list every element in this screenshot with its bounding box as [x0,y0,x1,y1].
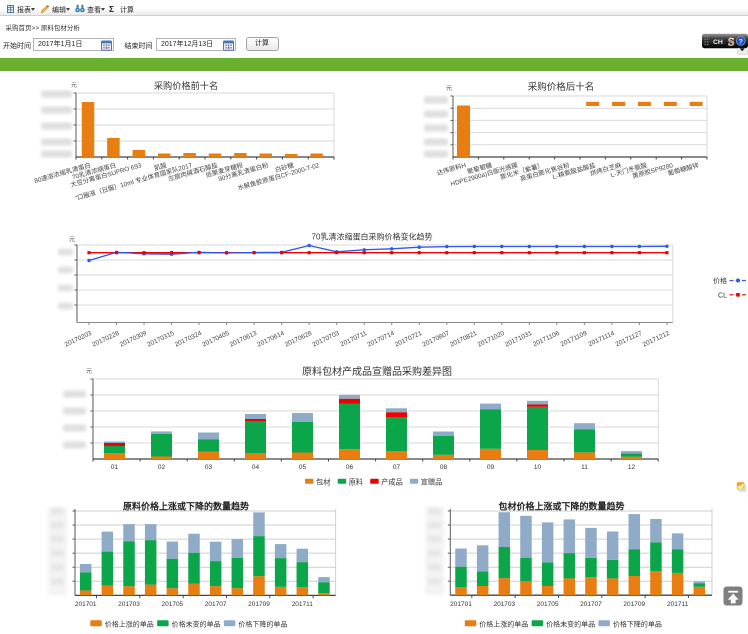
svg-text:20170721: 20170721 [394,330,424,349]
svg-text:09: 09 [487,464,495,471]
svg-text:宣赠品: 宣赠品 [421,477,443,486]
svg-text:20171212: 20171212 [642,330,672,349]
svg-text:20170628: 20170628 [284,330,314,349]
svg-text:?: ? [739,39,743,46]
svg-text:201701: 201701 [75,601,97,608]
svg-text:201701: 201701 [450,601,472,608]
svg-text:20171109: 20171109 [559,330,588,349]
svg-text:采购价格前十名: 采购价格前十名 [154,80,218,91]
svg-text:20170711: 20170711 [339,330,368,349]
svg-text:12: 12 [628,464,636,471]
svg-text:包材: 包材 [316,477,330,486]
svg-text:20170703: 20170703 [311,330,341,349]
svg-text:20170228: 20170228 [91,330,121,349]
svg-text:包材价格上涨或下降的数量趋势: 包材价格上涨或下降的数量趋势 [497,501,624,512]
svg-text:201705: 201705 [537,601,559,608]
svg-text:价格上涨的单品: 价格上涨的单品 [479,619,528,628]
svg-text:20171031: 20171031 [504,330,534,349]
svg-text:元: 元 [69,237,75,244]
svg-text:价格未变的单品: 价格未变的单品 [546,619,595,628]
svg-text:07: 07 [393,464,401,471]
svg-text:原料: 原料 [349,477,363,486]
svg-text:20170613: 20170613 [229,330,259,349]
svg-text:05: 05 [299,464,307,471]
svg-text:20170405: 20170405 [201,330,231,349]
svg-text:元: 元 [446,85,452,92]
svg-text:S: S [728,36,734,48]
svg-text:201703: 201703 [118,601,140,608]
svg-text:10: 10 [534,464,542,471]
svg-text:20171127: 20171127 [615,330,644,349]
svg-text:20171106: 20171106 [532,330,561,349]
svg-text:元: 元 [71,82,77,89]
svg-text:70乳清浓缩蛋白采购价格变化趋势: 70乳清浓缩蛋白采购价格变化趋势 [312,232,433,242]
svg-text:价格: 价格 [713,276,727,285]
svg-text:20170714: 20170714 [366,330,396,349]
svg-text:20170324: 20170324 [174,330,204,349]
svg-text:201711: 201711 [292,601,314,608]
svg-text:CL: CL [718,293,727,300]
svg-text:06: 06 [346,464,354,471]
svg-text:08: 08 [440,464,448,471]
svg-text:采购价格后十名: 采购价格后十名 [528,81,595,93]
svg-text:价格未变的单品: 价格未变的单品 [172,619,221,628]
svg-text:201705: 201705 [161,601,183,608]
svg-text:产成品: 产成品 [381,477,403,486]
svg-text:20170807: 20170807 [421,330,451,349]
svg-text:201709: 201709 [623,601,645,608]
svg-text:201707: 201707 [580,601,602,608]
svg-text:达伟原料H: 达伟原料H [436,160,468,177]
svg-text:原料价格上涨或下降的数量趋势: 原料价格上涨或下降的数量趋势 [123,501,249,512]
svg-text:01: 01 [111,464,119,471]
svg-text:04: 04 [252,464,260,471]
svg-text:20170821: 20170821 [449,330,479,349]
svg-text:11: 11 [581,464,588,471]
svg-text:201711: 201711 [667,601,689,608]
svg-text:20171020: 20171020 [476,330,506,349]
svg-text:价格下降的单品: 价格下降的单品 [238,619,287,628]
svg-text:201707: 201707 [205,601,227,608]
svg-text:02: 02 [158,464,166,471]
svg-text:20170203: 20170203 [64,330,94,349]
svg-text:原料包材产成品宣赠品采购差异图: 原料包材产成品宣赠品采购差异图 [302,365,452,378]
svg-text:03: 03 [205,464,213,471]
svg-text:20170315: 20170315 [146,330,176,349]
svg-text:CH: CH [713,39,723,46]
svg-text:20170309: 20170309 [119,330,149,349]
svg-text:元: 元 [86,368,92,375]
svg-text:201703: 201703 [493,601,515,608]
svg-text:201709: 201709 [248,601,270,608]
svg-text:20170614: 20170614 [256,330,286,349]
svg-text:价格下降的单品: 价格下降的单品 [613,619,662,628]
svg-text:水解鱼胶原蛋白CF-2000-T-02: 水解鱼胶原蛋白CF-2000-T-02 [236,160,320,192]
svg-text:价格上涨的单品: 价格上涨的单品 [105,619,154,628]
svg-text:20171114: 20171114 [587,330,616,348]
